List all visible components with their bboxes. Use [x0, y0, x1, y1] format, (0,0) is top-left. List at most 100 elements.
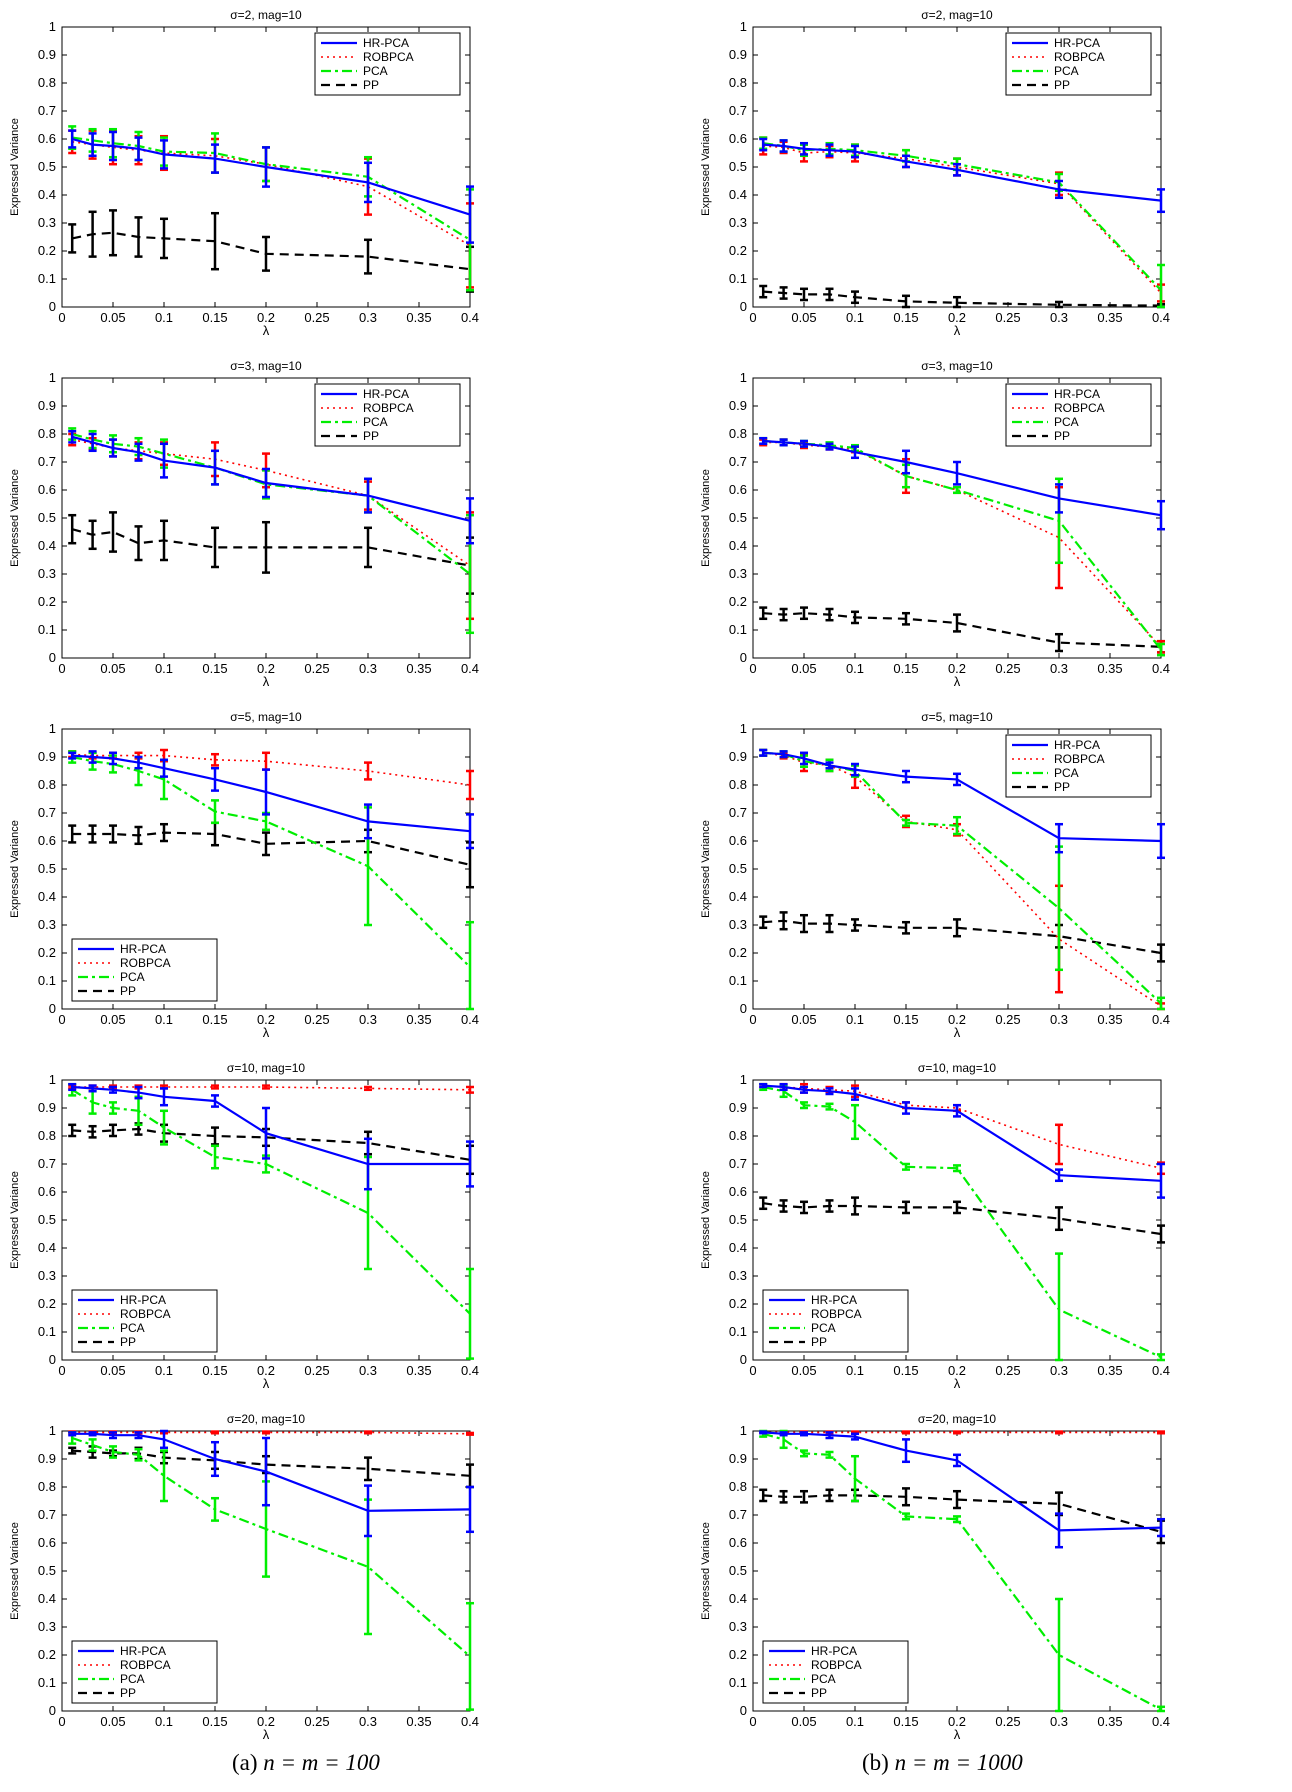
y-tick-label: 0.3 — [729, 1619, 747, 1634]
legend-label: HR-PCA — [811, 1293, 857, 1307]
x-axis-label: λ — [263, 674, 270, 689]
series-hr-pca — [759, 436, 1165, 531]
chart-panel-3: 0 0.1 0.2 0.3 0.4 0.5 0.6 0.7 0.8 0.9 1 0 0.05 0.1 0.1… — [9, 359, 479, 689]
y-tick-label: 1 — [49, 721, 56, 736]
x-tick-label: 0.25 — [995, 310, 1020, 325]
y-tick-label: 0.4 — [729, 187, 747, 202]
y-tick-label: 0.2 — [38, 945, 56, 960]
y-tick-label: 0.1 — [729, 1324, 747, 1339]
legend-label: PP — [811, 1335, 827, 1349]
legend-label: PCA — [120, 970, 145, 984]
y-tick-label: 1 — [49, 1072, 56, 1087]
series-line — [72, 141, 471, 247]
x-tick-label: 0.3 — [359, 1714, 377, 1729]
x-tick-label: 0.05 — [100, 1714, 125, 1729]
figure: 0 0.1 0.2 0.3 0.4 0.5 0.6 0.7 0.8 0.9 1 0 0.05 0.1 0.1… — [9, 8, 1170, 1742]
x-tick-label: 0.05 — [791, 1363, 816, 1378]
x-tick-label: 0.3 — [1050, 1714, 1068, 1729]
series-pca — [68, 427, 474, 635]
series-robpca — [68, 748, 474, 801]
series-line — [763, 145, 1162, 294]
y-tick-label: 0.2 — [729, 243, 747, 258]
legend-label: PP — [120, 1335, 136, 1349]
y-tick-label: 0.3 — [729, 917, 747, 932]
series-line — [72, 753, 471, 786]
legend-label: PP — [811, 1686, 827, 1700]
y-tick-label: 0.6 — [38, 1535, 56, 1550]
series-pca — [759, 1429, 1165, 1713]
y-tick-label: 0.1 — [38, 271, 56, 286]
y-tick-label: 0.1 — [729, 973, 747, 988]
x-tick-label: 0 — [58, 1714, 65, 1729]
y-tick-label: 0.9 — [38, 1451, 56, 1466]
y-tick-label: 1 — [740, 1072, 747, 1087]
x-tick-label: 0.1 — [846, 1012, 864, 1027]
x-tick-label: 0.35 — [1097, 1714, 1122, 1729]
x-tick-label: 0.15 — [893, 1012, 918, 1027]
series-line — [72, 1086, 471, 1091]
series-robpca — [68, 432, 474, 621]
y-tick-label: 0.4 — [38, 1240, 56, 1255]
chart-title: σ=3, mag=10 — [230, 359, 302, 373]
y-tick-label: 0.7 — [729, 454, 747, 469]
x-tick-label: 0.2 — [257, 1012, 275, 1027]
y-tick-label: 0.4 — [38, 538, 56, 553]
x-tick-label: 0.4 — [461, 1714, 479, 1729]
y-tick-label: 0 — [49, 299, 56, 314]
y-tick-label: 0.5 — [38, 1212, 56, 1227]
x-tick-label: 0.25 — [995, 1012, 1020, 1027]
x-tick-label: 0.2 — [257, 1363, 275, 1378]
series-line — [763, 142, 1162, 291]
x-tick-label: 0 — [58, 661, 65, 676]
x-axis-label: λ — [954, 674, 961, 689]
x-tick-label: 0.25 — [304, 661, 329, 676]
x-tick-label: 0.3 — [1050, 1012, 1068, 1027]
legend-label: PP — [1054, 429, 1070, 443]
x-tick-label: 0.1 — [155, 310, 173, 325]
legend-label: PCA — [120, 1672, 145, 1686]
x-tick-label: 0.05 — [791, 661, 816, 676]
series-hr-pca — [68, 129, 474, 244]
y-tick-label: 0.7 — [729, 1507, 747, 1522]
y-tick-label: 0.4 — [38, 1591, 56, 1606]
x-tick-label: 0.15 — [202, 1363, 227, 1378]
x-tick-label: 0.1 — [155, 1363, 173, 1378]
series-robpca — [759, 1430, 1165, 1435]
y-tick-label: 0.8 — [38, 426, 56, 441]
series-hr-pca — [68, 1082, 474, 1191]
series-line — [762, 1432, 1162, 1711]
x-tick-label: 0 — [58, 1012, 65, 1027]
y-tick-label: 0.9 — [729, 749, 747, 764]
series-pp — [759, 606, 1165, 654]
legend-label: PP — [363, 429, 379, 443]
y-tick-label: 0.6 — [729, 833, 747, 848]
x-tick-label: 0.2 — [948, 1714, 966, 1729]
legend-label: PCA — [1054, 766, 1079, 780]
legend-label: HR-PCA — [120, 1293, 166, 1307]
legend-label: PCA — [811, 1672, 836, 1686]
y-tick-label: 0.2 — [38, 243, 56, 258]
x-tick-label: 0 — [749, 1714, 756, 1729]
y-tick-label: 0.2 — [729, 945, 747, 960]
legend-label: PP — [363, 78, 379, 92]
x-tick-label: 0.3 — [359, 1363, 377, 1378]
x-tick-label: 0.35 — [406, 661, 431, 676]
chart-title: σ=20, mag=10 — [918, 1412, 996, 1426]
legend-label: HR-PCA — [1054, 738, 1100, 752]
legend-label: ROBPCA — [1054, 752, 1105, 766]
legend-label: ROBPCA — [1054, 50, 1105, 64]
series-pca — [759, 1082, 1165, 1362]
x-tick-label: 0.4 — [1152, 661, 1170, 676]
chart-panel-4: 0 0.1 0.2 0.3 0.4 0.5 0.6 0.7 0.8 0.9 1 0 0.05 0.1 0.1… — [700, 359, 1170, 689]
series-robpca — [759, 1082, 1165, 1176]
legend-label: HR-PCA — [1054, 387, 1100, 401]
y-tick-label: 0.7 — [729, 1156, 747, 1171]
x-tick-label: 0 — [749, 1012, 756, 1027]
series-line — [71, 137, 471, 216]
legend-label: ROBPCA — [811, 1658, 862, 1672]
y-tick-label: 1 — [740, 370, 747, 385]
x-tick-label: 0.2 — [948, 1012, 966, 1027]
x-axis-label: λ — [954, 1727, 961, 1742]
y-axis-label: Expressed Variance — [700, 820, 712, 918]
